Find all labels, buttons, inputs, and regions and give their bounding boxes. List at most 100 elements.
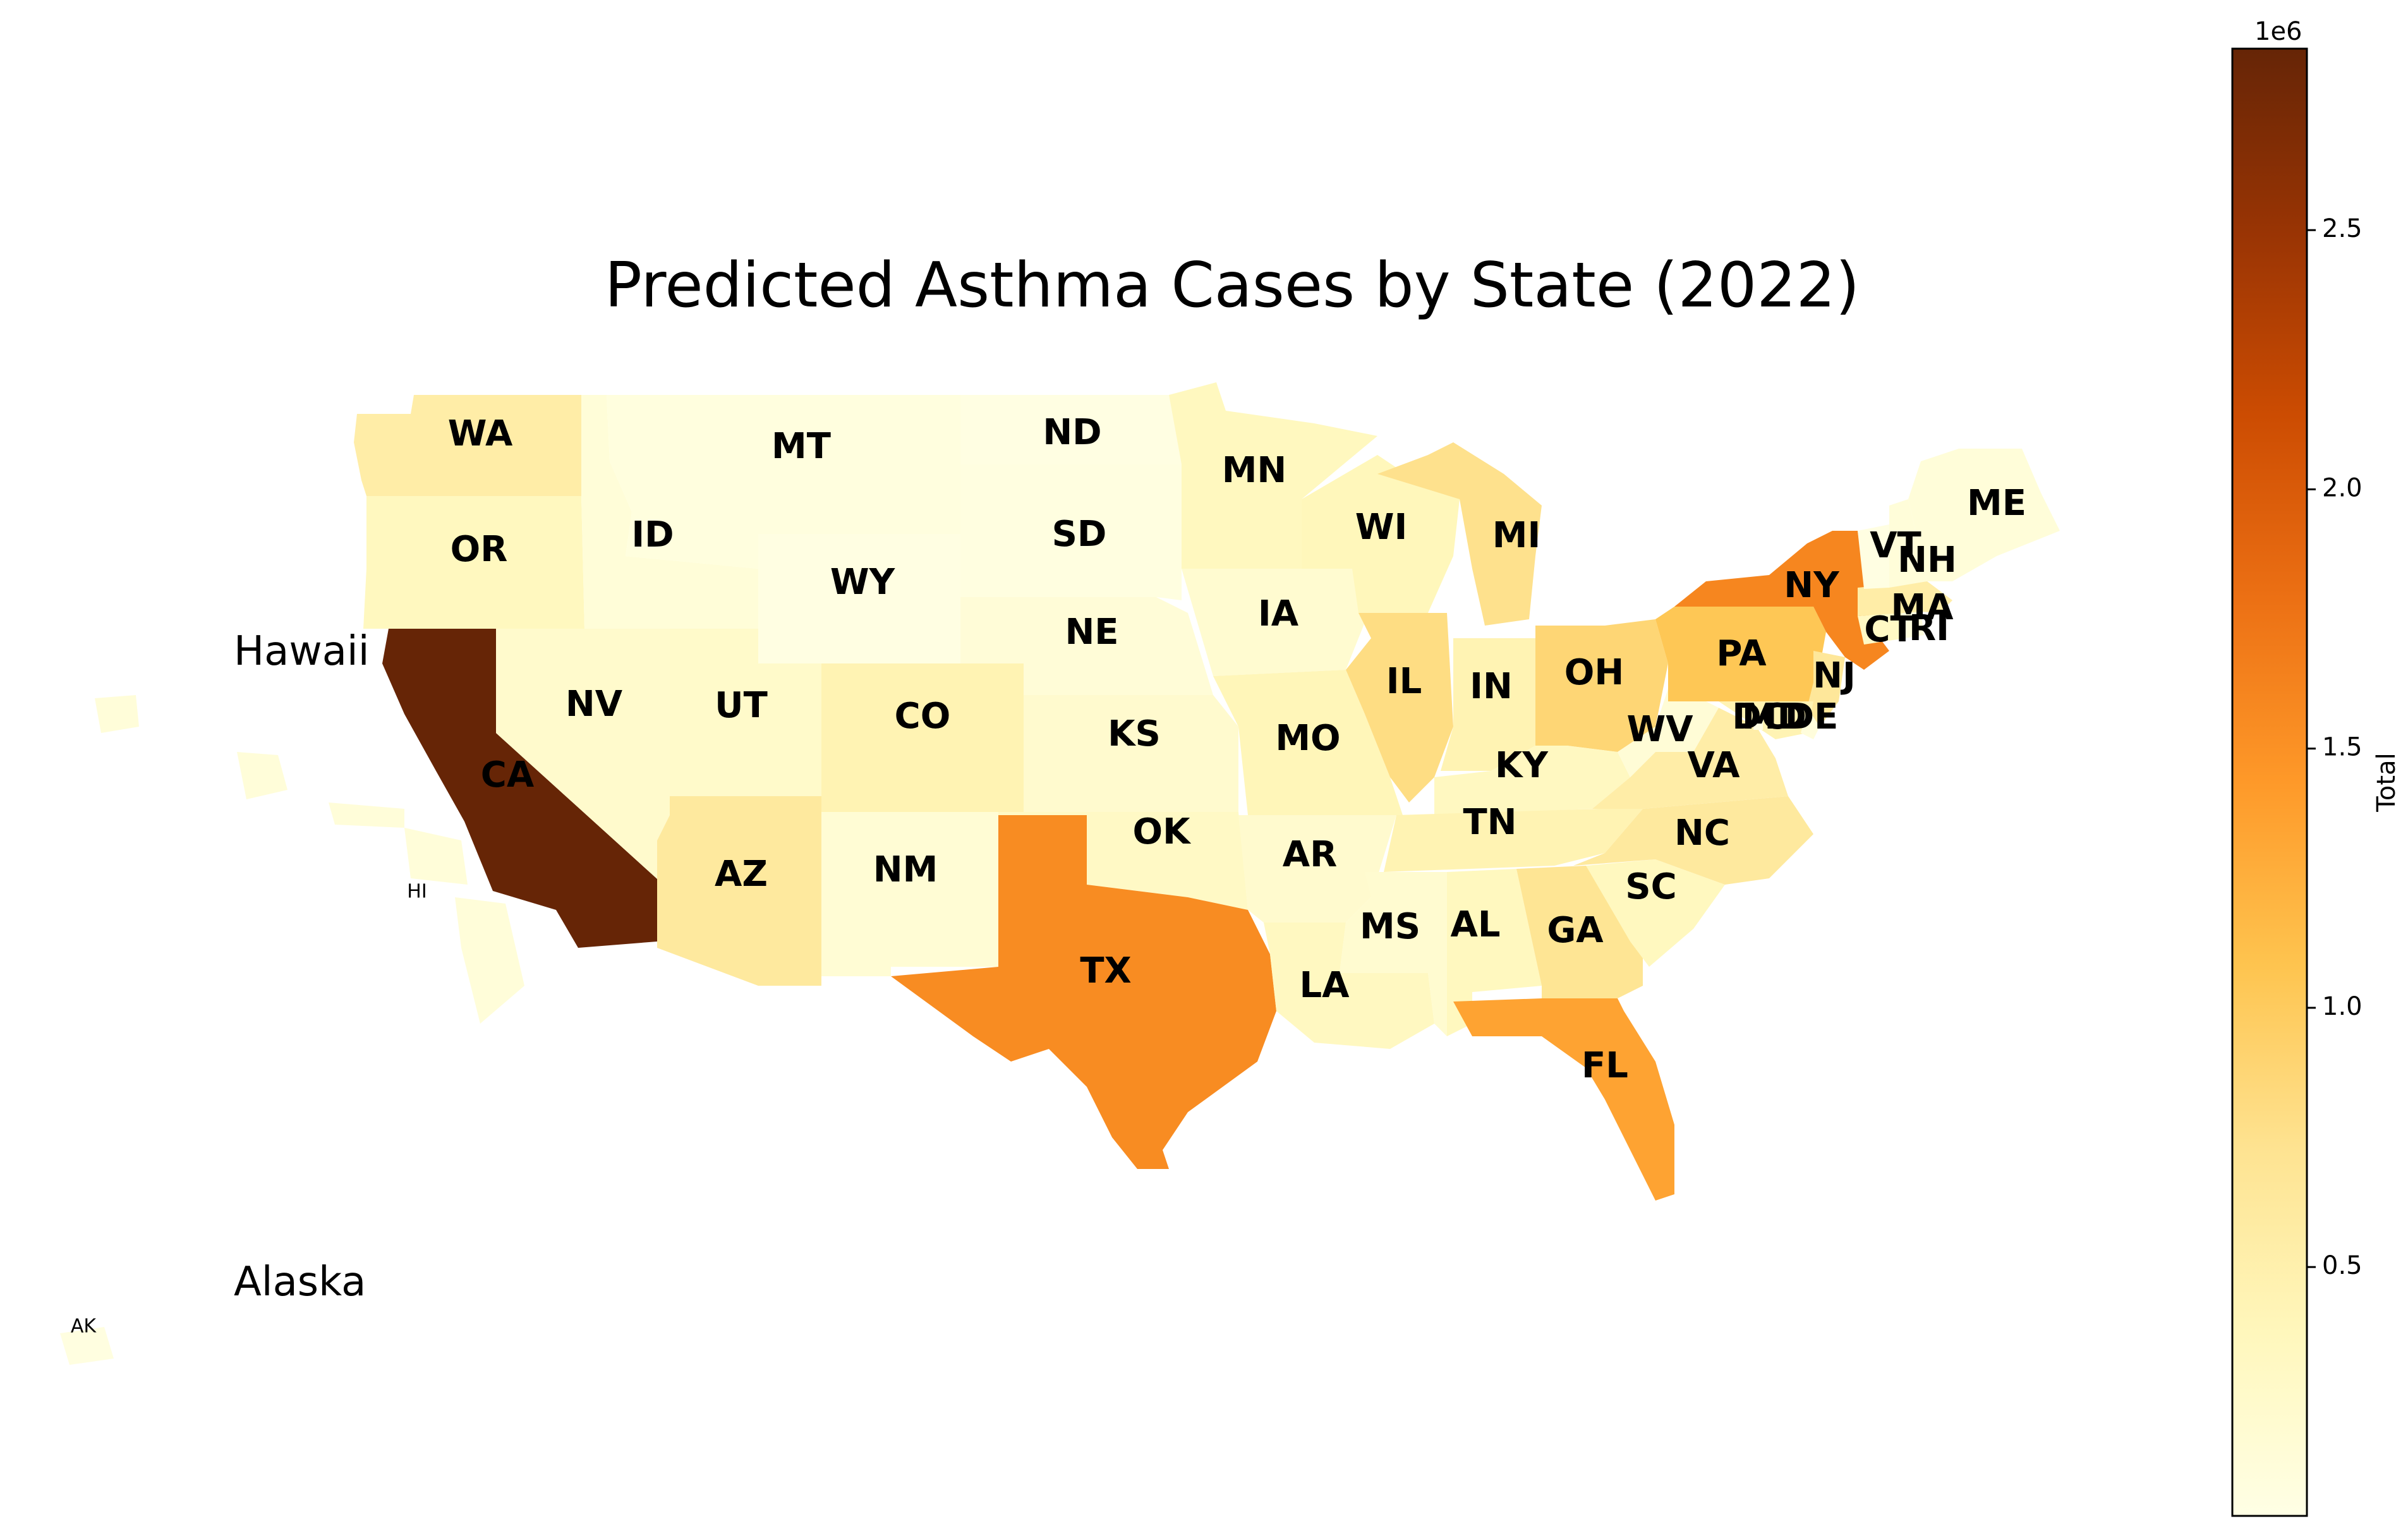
label-nm: NM xyxy=(873,849,938,890)
label-va: VA xyxy=(1688,745,1741,786)
label-wy: WY xyxy=(830,562,896,603)
state-me xyxy=(1908,449,2060,581)
state-nh xyxy=(1889,499,1927,588)
colorbar-ticks: 0.5 1.0 1.5 2.0 2.5 xyxy=(2307,214,2363,1280)
state-ak xyxy=(60,1327,114,1365)
state-pa xyxy=(1655,607,1826,701)
label-tx: TX xyxy=(1080,950,1131,991)
state-va xyxy=(1592,708,1788,809)
label-ar: AR xyxy=(1283,834,1337,875)
colorbar: 1e6 0.5 1.0 1.5 2.0 2.5 Total xyxy=(2231,17,2401,1517)
state-tx xyxy=(891,815,1276,1169)
label-wa: WA xyxy=(448,413,513,454)
state-ca xyxy=(382,629,663,948)
label-in: IN xyxy=(1470,666,1513,707)
label-md: MD xyxy=(1742,696,1806,737)
state-wi xyxy=(1302,455,1460,613)
label-nc: NC xyxy=(1674,813,1730,854)
label-ok: OK xyxy=(1133,811,1192,852)
state-nj xyxy=(1807,651,1845,727)
label-mi: MI xyxy=(1492,515,1541,556)
label-nj: NJ xyxy=(1813,655,1856,696)
label-ma: MA xyxy=(1891,587,1954,628)
state-il xyxy=(1346,613,1453,802)
hawaii-island-molokai xyxy=(329,802,404,828)
state-nd xyxy=(960,395,1182,464)
label-ca: CA xyxy=(481,754,535,796)
state-in xyxy=(1441,638,1535,771)
state-oh xyxy=(1535,619,1668,752)
hawaii-island-maui xyxy=(404,828,468,885)
label-wi: WI xyxy=(1355,507,1408,548)
state-ar xyxy=(1238,815,1396,923)
label-pa: PA xyxy=(1716,633,1767,674)
label-mo: MO xyxy=(1275,718,1340,759)
state-mi xyxy=(1377,442,1542,626)
label-ak: AK xyxy=(71,1316,97,1338)
states-layer xyxy=(60,382,2060,1365)
state-hi xyxy=(95,695,139,733)
label-la: LA xyxy=(1299,965,1350,1006)
label-de: DE xyxy=(1785,696,1839,737)
label-fl: FL xyxy=(1582,1045,1628,1086)
map-title: Predicted Asthma Cases by State (2022) xyxy=(605,250,1860,322)
hawaii-inset xyxy=(95,695,524,1024)
label-il: IL xyxy=(1386,661,1422,702)
label-ri: RI xyxy=(1909,608,1949,649)
label-mn: MN xyxy=(1222,450,1287,491)
label-mt: MT xyxy=(771,426,831,467)
label-az: AZ xyxy=(715,854,768,895)
label-ga: GA xyxy=(1547,910,1604,951)
label-ct: CT xyxy=(1864,609,1914,650)
state-tn xyxy=(1384,809,1643,872)
state-fl xyxy=(1453,998,1674,1201)
colorbar-tick-label: 2.0 xyxy=(2322,473,2363,502)
state-nm xyxy=(821,812,998,976)
state-ri xyxy=(1902,612,1924,638)
hawaii-island-oahu xyxy=(237,752,287,799)
colorbar-tick-label: 1.5 xyxy=(2322,733,2363,762)
label-ne: NE xyxy=(1065,612,1118,653)
colorbar-tick-label: 2.5 xyxy=(2322,214,2363,243)
label-tn: TN xyxy=(1463,802,1516,843)
state-mt xyxy=(607,395,960,569)
label-sc: SC xyxy=(1625,866,1676,907)
state-sd xyxy=(960,464,1182,600)
state-id xyxy=(581,395,758,629)
state-ks xyxy=(1024,695,1238,812)
colorbar-gradient xyxy=(2231,47,2308,1517)
state-wy xyxy=(758,534,960,663)
state-la xyxy=(1264,923,1434,1049)
label-co: CO xyxy=(895,696,951,737)
state-ms xyxy=(1340,872,1447,1036)
state-md xyxy=(1719,701,1813,739)
state-ut xyxy=(670,629,821,796)
state-wa xyxy=(354,395,581,496)
label-ks: KS xyxy=(1108,713,1161,754)
colorbar-tick-label: 1.0 xyxy=(2322,992,2363,1021)
label-dc: DC xyxy=(1732,696,1788,737)
label-wv: WV xyxy=(1626,709,1693,750)
state-de xyxy=(1801,708,1820,739)
label-hi: HI xyxy=(407,881,427,903)
state-az xyxy=(657,796,821,986)
state-nc xyxy=(1573,796,1813,885)
label-ky: KY xyxy=(1495,745,1549,786)
colorbar-tick-label: 0.5 xyxy=(2322,1251,2363,1280)
label-ny: NY xyxy=(1784,565,1840,606)
state-mn xyxy=(1169,382,1377,569)
label-ms: MS xyxy=(1360,906,1420,947)
state-vt xyxy=(1858,524,1889,589)
alaska-inset-title: Alaska xyxy=(234,1259,366,1305)
colorbar-label: Total xyxy=(2372,753,2401,812)
label-ia: IA xyxy=(1258,593,1299,634)
label-me: ME xyxy=(1967,483,2026,524)
hawaii-inset-title: Hawaii xyxy=(234,628,369,675)
label-id: ID xyxy=(631,514,674,555)
label-ut: UT xyxy=(715,685,768,726)
label-oh: OH xyxy=(1564,652,1624,693)
state-nv xyxy=(496,629,670,885)
label-nd: ND xyxy=(1043,412,1101,453)
label-vt: VT xyxy=(1870,525,1921,566)
